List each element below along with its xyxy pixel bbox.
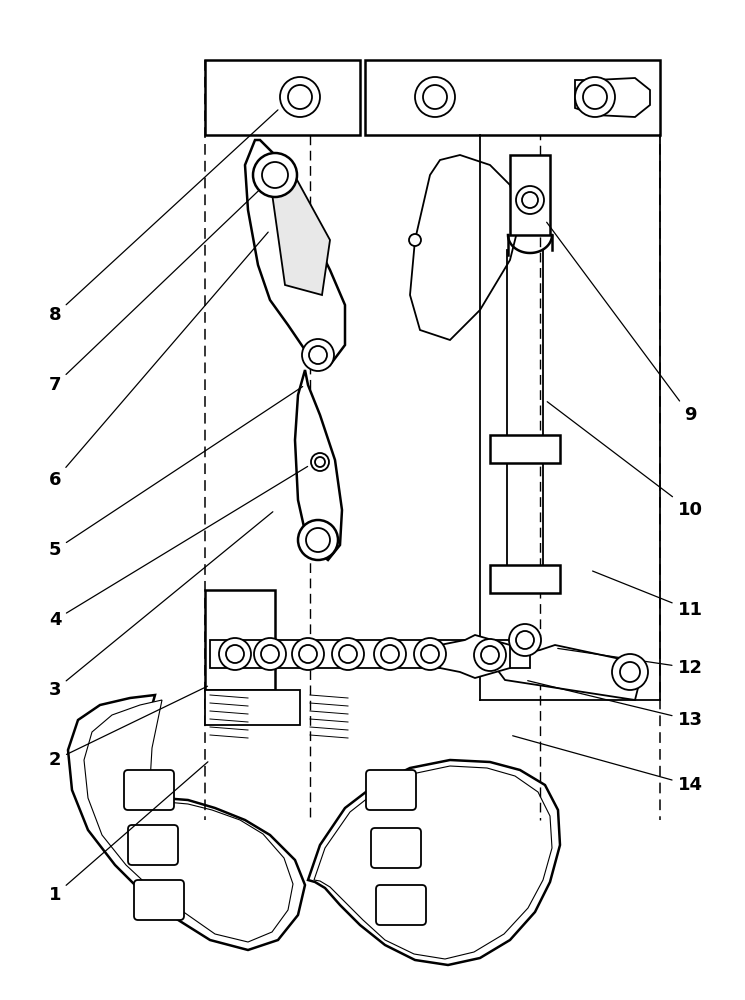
Circle shape (298, 520, 338, 560)
Circle shape (306, 528, 330, 552)
Text: 7: 7 (48, 177, 273, 394)
Circle shape (332, 638, 364, 670)
Circle shape (583, 85, 607, 109)
Circle shape (509, 624, 541, 656)
Bar (210, 640, 530, 668)
Polygon shape (268, 158, 330, 295)
Text: 11: 11 (592, 571, 703, 619)
Circle shape (262, 162, 288, 188)
Bar (205, 690, 300, 725)
Text: 14: 14 (513, 736, 703, 794)
Circle shape (254, 638, 286, 670)
Text: 2: 2 (48, 686, 208, 769)
Text: 1: 1 (48, 762, 208, 904)
Text: 5: 5 (48, 387, 302, 559)
Circle shape (516, 186, 544, 214)
Polygon shape (314, 766, 552, 959)
Circle shape (575, 77, 615, 117)
FancyBboxPatch shape (371, 828, 421, 868)
Text: 13: 13 (527, 681, 703, 729)
Polygon shape (295, 370, 342, 560)
Bar (365, 60, 660, 135)
Circle shape (415, 77, 455, 117)
Text: 6: 6 (48, 232, 268, 489)
Polygon shape (84, 700, 293, 942)
Circle shape (339, 645, 357, 663)
Text: 9: 9 (547, 222, 697, 424)
FancyBboxPatch shape (128, 825, 178, 865)
Polygon shape (245, 140, 345, 365)
Polygon shape (308, 760, 560, 965)
Bar (205, 590, 275, 690)
Circle shape (423, 85, 447, 109)
FancyBboxPatch shape (366, 770, 416, 810)
Text: 8: 8 (48, 110, 278, 324)
Circle shape (481, 646, 499, 664)
Bar (490, 435, 560, 463)
Circle shape (374, 638, 406, 670)
Circle shape (219, 638, 251, 670)
Circle shape (474, 639, 506, 671)
Bar (205, 60, 360, 135)
Circle shape (309, 346, 327, 364)
FancyBboxPatch shape (376, 885, 426, 925)
Bar (490, 565, 560, 593)
Text: 3: 3 (48, 512, 273, 699)
Circle shape (414, 638, 446, 670)
Circle shape (612, 654, 648, 690)
Circle shape (302, 339, 334, 371)
Circle shape (522, 192, 538, 208)
Circle shape (315, 457, 325, 467)
Text: 12: 12 (558, 648, 703, 677)
FancyBboxPatch shape (134, 880, 184, 920)
Circle shape (516, 631, 534, 649)
Polygon shape (440, 635, 510, 678)
Circle shape (409, 234, 421, 246)
Polygon shape (490, 645, 640, 700)
FancyBboxPatch shape (124, 770, 174, 810)
Circle shape (421, 645, 439, 663)
Circle shape (620, 662, 640, 682)
Circle shape (311, 453, 329, 471)
Circle shape (253, 153, 297, 197)
Circle shape (288, 85, 312, 109)
Text: 10: 10 (548, 402, 703, 519)
Text: 4: 4 (48, 466, 308, 629)
Circle shape (299, 645, 317, 663)
Circle shape (292, 638, 324, 670)
Polygon shape (575, 78, 650, 117)
Circle shape (226, 645, 244, 663)
Circle shape (261, 645, 279, 663)
Polygon shape (410, 155, 520, 340)
Circle shape (280, 77, 320, 117)
Bar (510, 155, 550, 235)
Circle shape (381, 645, 399, 663)
Polygon shape (68, 695, 305, 950)
